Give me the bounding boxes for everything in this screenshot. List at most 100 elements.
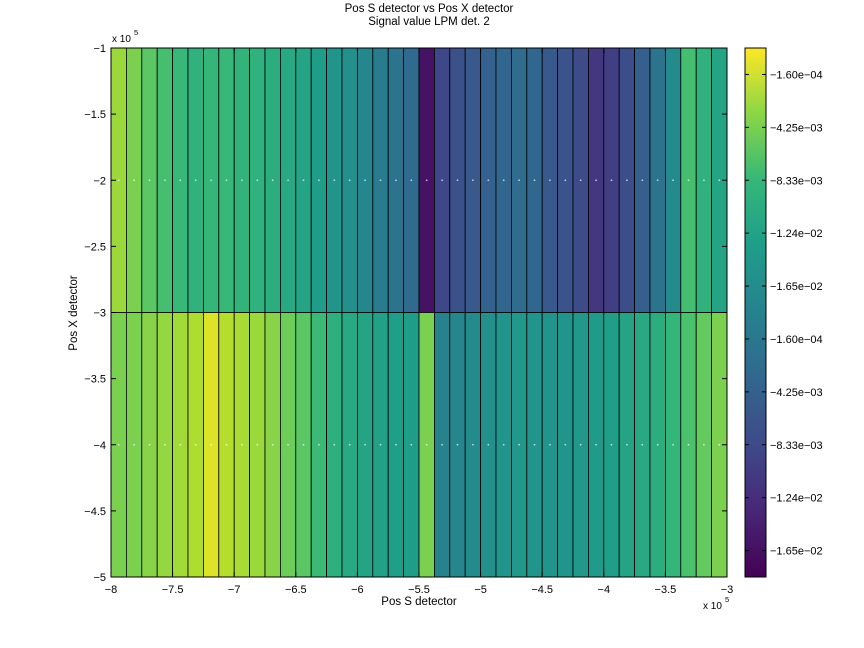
cell-center-dot [502, 179, 505, 182]
x-tick-label: −5 [474, 584, 487, 596]
colorbar-tick-label: −1.60e−04 [770, 69, 823, 81]
cell-center-dot [672, 179, 674, 182]
cell-center-dot [703, 443, 705, 446]
x-tick-label: −8 [105, 584, 118, 596]
cell-center-dot [687, 443, 690, 446]
x-tick-label: −3 [721, 584, 734, 596]
heatmap-cells [110, 47, 728, 578]
cell-center-dot [518, 443, 520, 446]
cell-center-dot [425, 179, 428, 182]
cell-center-dot [133, 179, 136, 182]
cell-center-dot [164, 443, 166, 446]
cell-center-dot [549, 443, 551, 446]
cell-center-dot [487, 443, 490, 446]
cell-center-dot [533, 443, 536, 446]
cell-center-dot [241, 179, 243, 182]
y-multiplier-exponent: 5 [134, 28, 138, 37]
x-axis: −8 −7.5 −7 −6.5 −6 −5.5 −5 −4.5 −4 −3.5 −3 [105, 48, 734, 596]
y-tick-label: −3.5 [84, 374, 106, 386]
cell-center-dot [672, 443, 674, 446]
cell-center-dot [333, 179, 336, 182]
cell-center-dot [641, 443, 644, 446]
cell-center-dot [641, 179, 644, 182]
y-tick-label: −1 [93, 43, 106, 55]
cell-center-dot [271, 443, 274, 446]
cell-center-dot [225, 443, 228, 446]
colorbar-tick-label: −1.65e−02 [770, 546, 823, 558]
cell-center-dot [487, 179, 490, 182]
cell-center-dot [656, 179, 659, 182]
y-tick-label: −1.5 [84, 109, 106, 121]
cell-center-dot [579, 443, 582, 446]
colorbar-tick-label: −1.65e−02 [770, 281, 823, 293]
colorbar-tick-label: −1.24e−02 [770, 228, 823, 240]
cell-center-dot [256, 443, 259, 446]
cell-center-dot [333, 443, 336, 446]
colorbar-tick-label: −8.33e−03 [770, 440, 823, 452]
y-multiplier: x 10 5 [112, 28, 138, 45]
cell-center-dot [302, 179, 305, 182]
y-multiplier-base: x 10 [112, 34, 131, 45]
x-tick-label: −7 [228, 584, 241, 596]
colorbar [744, 47, 767, 578]
cell-center-dot [626, 443, 628, 446]
cell-center-dot [148, 179, 151, 182]
y-tick-label: −4 [93, 440, 106, 452]
x-tick-label: −6 [351, 584, 364, 596]
y-tick-label: −3 [93, 308, 106, 320]
colorbar-tick-label: −1.24e−02 [770, 493, 823, 505]
cell-center-dot [364, 179, 366, 182]
cell-center-dot [379, 179, 382, 182]
colorbar-tick-label: −4.25e−03 [770, 387, 823, 399]
cell-center-dot [117, 443, 120, 446]
cell-center-dot [287, 443, 289, 446]
colorbar-tick-label: −8.33e−03 [770, 175, 823, 187]
cell-center-dot [595, 443, 597, 446]
cell-center-dot [472, 179, 474, 182]
cell-center-dot [656, 443, 659, 446]
cell-center-dot [210, 179, 213, 182]
cell-center-dot [456, 443, 459, 446]
cell-center-dot [626, 179, 628, 182]
cell-center-dot [703, 179, 705, 182]
cell-center-dot [425, 443, 428, 446]
cell-center-dot [718, 179, 721, 182]
cell-center-dot [564, 179, 567, 182]
cell-center-dot [225, 179, 228, 182]
cell-center-dot [318, 443, 320, 446]
x-multiplier-exponent: 5 [725, 595, 729, 604]
cell-center-dot [687, 179, 690, 182]
cell-center-dot [718, 443, 721, 446]
cell-center-dot [194, 179, 197, 182]
cell-center-dot [117, 179, 120, 182]
colorbar-tick-label: −4.25e−03 [770, 122, 823, 134]
cell-center-dot [148, 443, 151, 446]
cell-center-dot [179, 179, 182, 182]
y-tick-label: −2 [93, 175, 106, 187]
x-tick-label: −4 [598, 584, 611, 596]
cell-center-dot [549, 179, 551, 182]
cell-center-dot [318, 179, 320, 182]
cell-center-dot [410, 179, 413, 182]
cell-center-dot [410, 443, 413, 446]
y-tick-label: −2.5 [84, 241, 106, 253]
cell-center-dot [518, 179, 520, 182]
cell-center-dot [441, 179, 443, 182]
cell-center-dot [271, 179, 274, 182]
cell-center-dot [179, 443, 182, 446]
x-tick-label: −6.5 [285, 584, 307, 596]
cell-center-dot [533, 179, 536, 182]
x-tick-label: −7.5 [162, 584, 184, 596]
x-tick-label: −3.5 [655, 584, 677, 596]
chart-subtitle: Signal value LPM det. 2 [368, 16, 489, 28]
x-tick-label: −5.5 [408, 584, 430, 596]
cell-center-dot [164, 179, 166, 182]
cell-center-dot [210, 443, 213, 446]
cell-center-dot [395, 179, 397, 182]
cell-center-dot [610, 443, 613, 446]
cell-center-dot [610, 179, 613, 182]
cell-center-dot [395, 443, 397, 446]
cell-center-dot [287, 179, 289, 182]
cell-center-dot [302, 443, 305, 446]
